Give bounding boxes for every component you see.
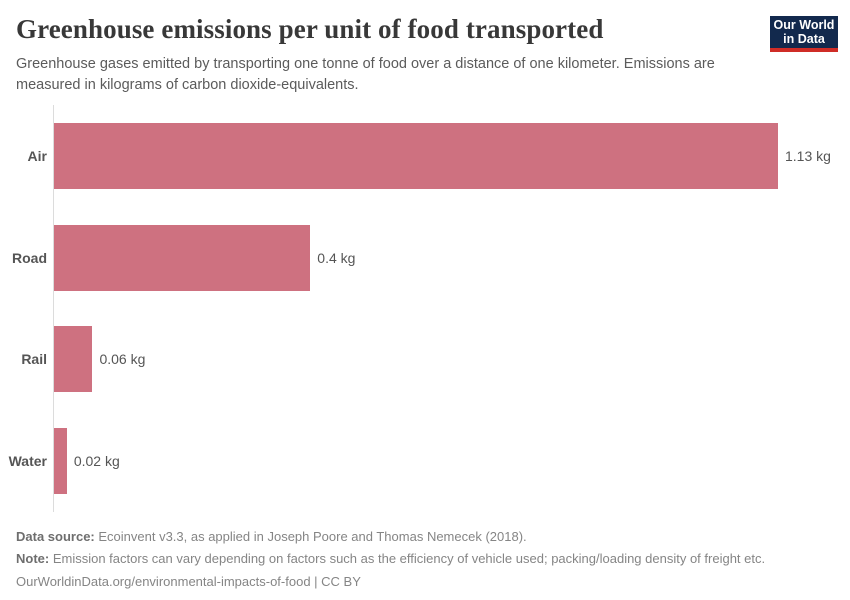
chart-header: Greenhouse emissions per unit of food tr… bbox=[16, 14, 838, 95]
value-label-air: 1.13 kg bbox=[785, 147, 831, 164]
category-label-road: Road bbox=[12, 249, 47, 266]
category-label-water: Water bbox=[8, 453, 47, 470]
value-label-water: 0.02 kg bbox=[73, 453, 120, 470]
data-source-label: Data source: bbox=[16, 529, 95, 544]
note-text: Emission factors can vary depending on f… bbox=[49, 551, 766, 567]
owid-logo[interactable]: Our World in Data bbox=[770, 16, 838, 52]
bar-air[interactable] bbox=[54, 122, 778, 189]
bar-row: Road 0.4 kg bbox=[0, 207, 850, 309]
citation-line: OurWorldinData.org/environmental-impacts… bbox=[16, 573, 361, 589]
owid-logo-line1: Our World bbox=[773, 17, 835, 32]
note-line: Note: Emission factors can vary dependin… bbox=[16, 548, 834, 570]
value-label-rail: 0.06 kg bbox=[99, 351, 146, 368]
category-label-rail: Rail bbox=[21, 351, 47, 368]
category-label-air: Air bbox=[27, 147, 47, 164]
bar-row: Water 0.02 kg bbox=[0, 410, 850, 512]
y-axis-line bbox=[53, 105, 54, 512]
bar-row: Air 1.13 kg bbox=[0, 105, 850, 207]
chart-subtitle: Greenhouse gases emitted by transporting… bbox=[16, 56, 715, 93]
bar-rows: Air 1.13 kg Road 0.4 kg Rail 0.06 kg Water 0.02… bbox=[0, 105, 850, 512]
page-title: Greenhouse emissions per unit of food tr… bbox=[16, 14, 604, 44]
value-label-road: 0.4 kg bbox=[317, 249, 356, 266]
data-source-text: Ecoinvent v3.3, as applied in Joseph Poo… bbox=[94, 529, 527, 544]
bar-row: Rail 0.06 kg bbox=[0, 309, 850, 411]
bar-chart: Air 1.13 kg Road 0.4 kg Rail 0.06 kg Water 0.02… bbox=[0, 105, 850, 512]
note-label: Note: bbox=[16, 551, 50, 567]
chart-footer: Data source: Ecoinvent v3.3, as applied … bbox=[16, 526, 834, 593]
owid-logo-line2: in Data bbox=[783, 32, 825, 46]
bar-water[interactable] bbox=[54, 428, 67, 495]
bar-rail[interactable] bbox=[54, 326, 93, 393]
data-source-line: Data source: Ecoinvent v3.3, as applied … bbox=[16, 526, 834, 548]
bar-road[interactable] bbox=[54, 224, 311, 291]
